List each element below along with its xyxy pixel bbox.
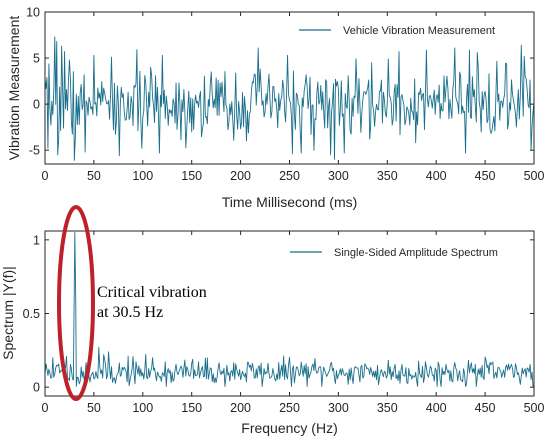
top-y-tick-label: -5 <box>29 144 40 158</box>
top-legend-label: Vehicle Vibration Measurement <box>343 25 495 37</box>
bottom-y-axis-label: Spectrum |Y(f)| <box>0 266 16 360</box>
top-x-axis-label: Time Millisecond (ms) <box>222 194 358 210</box>
top-x-tick-label: 450 <box>475 169 496 183</box>
bottom-plot-frame <box>44 230 535 397</box>
critical-peak-highlight <box>57 205 95 401</box>
top-legend: Vehicle Vibration Measurement <box>299 25 495 37</box>
bottom-x-tick-label: 150 <box>181 401 202 415</box>
top-series-line-0 <box>44 36 535 161</box>
top-x-axis-ticks: 0 50 100 150 200 250 300 350 400 450 500 <box>42 12 545 183</box>
bottom-x-tick-label: 450 <box>475 401 496 415</box>
top-x-tick-label: 200 <box>230 169 251 183</box>
bottom-x-tick-label: 400 <box>426 401 447 415</box>
bottom-x-tick-label: 300 <box>328 401 349 415</box>
top-x-tick-label: 50 <box>87 169 101 183</box>
bottom-y-tick-label: 0 <box>33 381 40 395</box>
bottom-legend-label: Single-Sided Amplitude Spectrum <box>334 247 498 259</box>
bottom-x-tick-label: 0 <box>42 401 49 415</box>
bottom-x-tick-label: 250 <box>279 401 300 415</box>
top-plot-border <box>44 11 535 165</box>
bottom-plot-border <box>44 230 535 397</box>
bottom-x-tick-label: 500 <box>524 401 545 415</box>
top-x-tick-label: 500 <box>524 169 545 183</box>
top-x-tick-label: 0 <box>42 169 49 183</box>
spectrum-series-layer <box>44 232 535 387</box>
annotation-line-1: Critical vibration <box>97 284 207 301</box>
top-x-tick-label: 250 <box>279 169 300 183</box>
spectrum-chart: 0 50 100 150 200 250 300 350 400 450 500 00.51 Fre… <box>0 205 545 436</box>
top-y-axis-label: Vibration Measurement <box>6 16 22 161</box>
top-y-tick-label: 0 <box>33 98 40 112</box>
top-x-tick-label: 150 <box>181 169 202 183</box>
bottom-y-axis-ticks: 00.51 <box>23 233 534 395</box>
bottom-legend: Single-Sided Amplitude Spectrum <box>290 247 498 259</box>
top-x-tick-label: 100 <box>132 169 153 183</box>
bottom-x-tick-label: 100 <box>132 401 153 415</box>
bottom-x-axis-label: Frequency (Hz) <box>241 420 337 436</box>
bottom-x-axis-ticks: 0 50 100 150 200 250 300 350 400 450 500 <box>42 231 545 415</box>
top-y-tick-label: 10 <box>26 6 40 20</box>
top-x-tick-label: 400 <box>426 169 447 183</box>
top-x-tick-label: 300 <box>328 169 349 183</box>
bottom-series-line-0 <box>44 232 535 387</box>
bottom-y-tick-label: 1 <box>33 233 40 247</box>
bottom-x-tick-label: 50 <box>87 401 101 415</box>
bottom-x-tick-label: 350 <box>377 401 398 415</box>
annotation-line-2: at 30.5 Hz <box>97 304 163 321</box>
top-y-tick-label: 5 <box>33 52 40 66</box>
vibration-series-layer <box>44 36 535 161</box>
top-x-tick-label: 350 <box>377 169 398 183</box>
bottom-x-tick-label: 200 <box>230 401 251 415</box>
bottom-y-tick-label: 0.5 <box>23 307 40 321</box>
top-y-axis-ticks: -5 0 5 10 <box>26 6 534 158</box>
